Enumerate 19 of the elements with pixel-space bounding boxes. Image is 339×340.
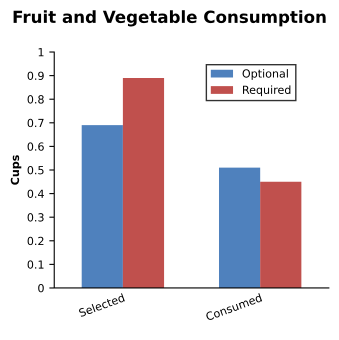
y-tick-label: 0 <box>38 284 44 292</box>
y-tick-label: 0.8 <box>28 95 44 104</box>
legend-label: Optional <box>242 69 288 80</box>
bar <box>218 168 260 288</box>
y-tick-label: 0.4 <box>28 190 44 198</box>
y-tick-label: 0.7 <box>28 118 44 128</box>
y-tick-label: 0.9 <box>28 72 44 80</box>
bar <box>122 78 164 288</box>
y-tick-label: 0.6 <box>28 142 44 151</box>
y-tick-label: 0.3 <box>28 213 44 222</box>
y-tick-label: 1 <box>38 48 44 56</box>
y-tick-label: 0.2 <box>28 236 44 246</box>
legend-label: Required <box>243 85 290 96</box>
y-tick-label: 0.1 <box>28 260 44 269</box>
y-tick-label: 0.5 <box>28 166 44 174</box>
bar <box>82 125 123 288</box>
chart-title: Fruit and Vegetable Consumption <box>14 10 326 26</box>
bar <box>260 182 302 288</box>
y-axis-title: Cups <box>10 155 22 185</box>
